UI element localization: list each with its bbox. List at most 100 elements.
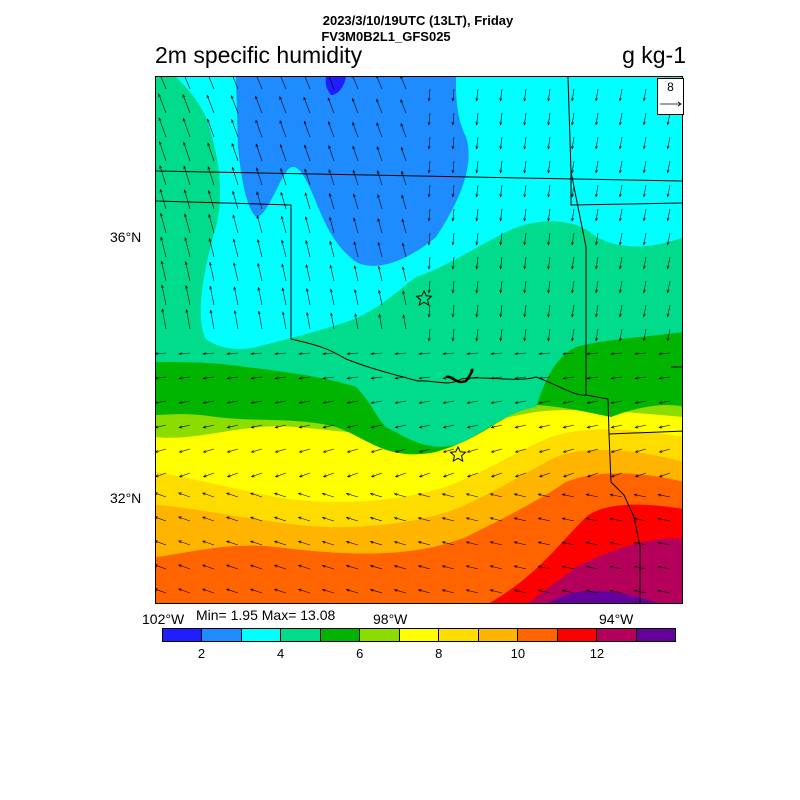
wind-vector-head [514,425,519,429]
wind-vector [185,261,191,282]
wind-vector [643,184,647,197]
wind-vector-head [475,169,479,174]
wind-vector [250,564,263,570]
wind-vector [619,328,623,341]
wind-vector [418,493,431,498]
wind-vector [428,88,431,101]
wind-vector [418,541,431,546]
wind-vector [400,99,407,114]
wind-vector-head [393,565,398,568]
wind-vector-head [658,425,663,429]
wind-vector-head [490,376,495,380]
wind-vector [667,304,671,317]
wind-vector [329,241,335,258]
wind-vector [658,590,671,594]
wind-vector-head [231,118,234,123]
wind-vector [183,142,191,162]
wind-vector [258,287,263,306]
wind-vector [353,170,359,186]
wind-vector-head [466,352,470,356]
wind-vector [227,400,239,404]
colorbar-swatch [478,629,519,641]
wind-vector [250,492,263,498]
wind-vector-head [232,190,235,195]
wind-vector [371,376,383,379]
wind-vector [539,424,551,428]
wind-vector [156,541,167,546]
wind-vector [258,311,263,330]
wind-vector [562,494,575,498]
wind-vector-head [427,290,431,294]
wind-vector-head [394,352,398,356]
wind-vector-head [370,474,375,478]
wind-vector [419,400,431,404]
wind-vector [178,492,191,498]
wind-vector-head [249,540,254,544]
wind-vector-head [156,540,158,544]
wind-vector-head [595,121,598,126]
wind-vector [395,424,407,428]
wind-vector-head [329,288,333,293]
colorbar-swatch [320,629,361,641]
wind-vector-head [642,289,646,294]
wind-vector-head [178,401,183,404]
wind-vector [371,424,383,428]
wind-vector-head [610,401,615,404]
wind-vector [490,352,503,355]
wind-vector [179,376,191,379]
wind-vector [227,448,239,453]
wind-vector [371,400,383,404]
wind-vector-head [207,142,211,147]
wind-vector [156,565,167,570]
wind-vector-head [160,212,163,217]
wind-vector [586,494,599,498]
wind-vector [159,141,167,162]
wind-vector [274,541,287,546]
wind-vector-head [571,265,574,270]
wind-vector-head [442,376,447,380]
wind-vector-head [401,194,405,199]
wind-vector [443,448,455,453]
wind-vector [524,304,527,317]
wind-vector [256,167,263,186]
wind-vector-head [571,217,574,222]
wind-vector [280,77,287,90]
wind-vector-head [230,95,234,99]
wind-vector [524,136,527,149]
wind-vector [281,264,287,282]
wind-vector [346,565,359,570]
wind-vector-head [226,376,231,380]
colorbar-tick-label: 12 [589,646,605,661]
wind-vector-head [658,352,662,356]
wind-vector-head [321,540,326,544]
wind-vector [298,565,311,570]
wind-vector [428,160,431,173]
wind-vector-head [657,493,662,497]
wind-vector [595,112,599,125]
wind-vector-head [451,218,455,222]
wind-vector-head [466,449,471,453]
wind-vector [658,566,671,570]
wind-vector [275,424,287,428]
wind-vector-head [158,117,162,122]
wind-vector [282,288,287,306]
wind-vector-head [376,98,379,103]
wind-vector-head [595,289,598,294]
wind-vector-head [538,449,543,453]
wind-vector-head [547,169,551,174]
wind-vector [442,352,455,355]
wind-vector-head [658,449,663,453]
wind-vector [595,256,599,269]
wind-vector [571,280,575,293]
wind-vector-head [610,352,614,356]
wind-vector-head [465,589,470,593]
wind-vector-head [642,265,646,270]
wind-vector [524,88,527,101]
wind-vector [635,472,647,477]
wind-vector [452,112,455,125]
wind-vector [619,112,623,125]
wind-vector [298,589,311,594]
wind-vector-head [514,352,518,356]
wind-vector [402,290,407,306]
wind-vector-head [489,589,494,593]
